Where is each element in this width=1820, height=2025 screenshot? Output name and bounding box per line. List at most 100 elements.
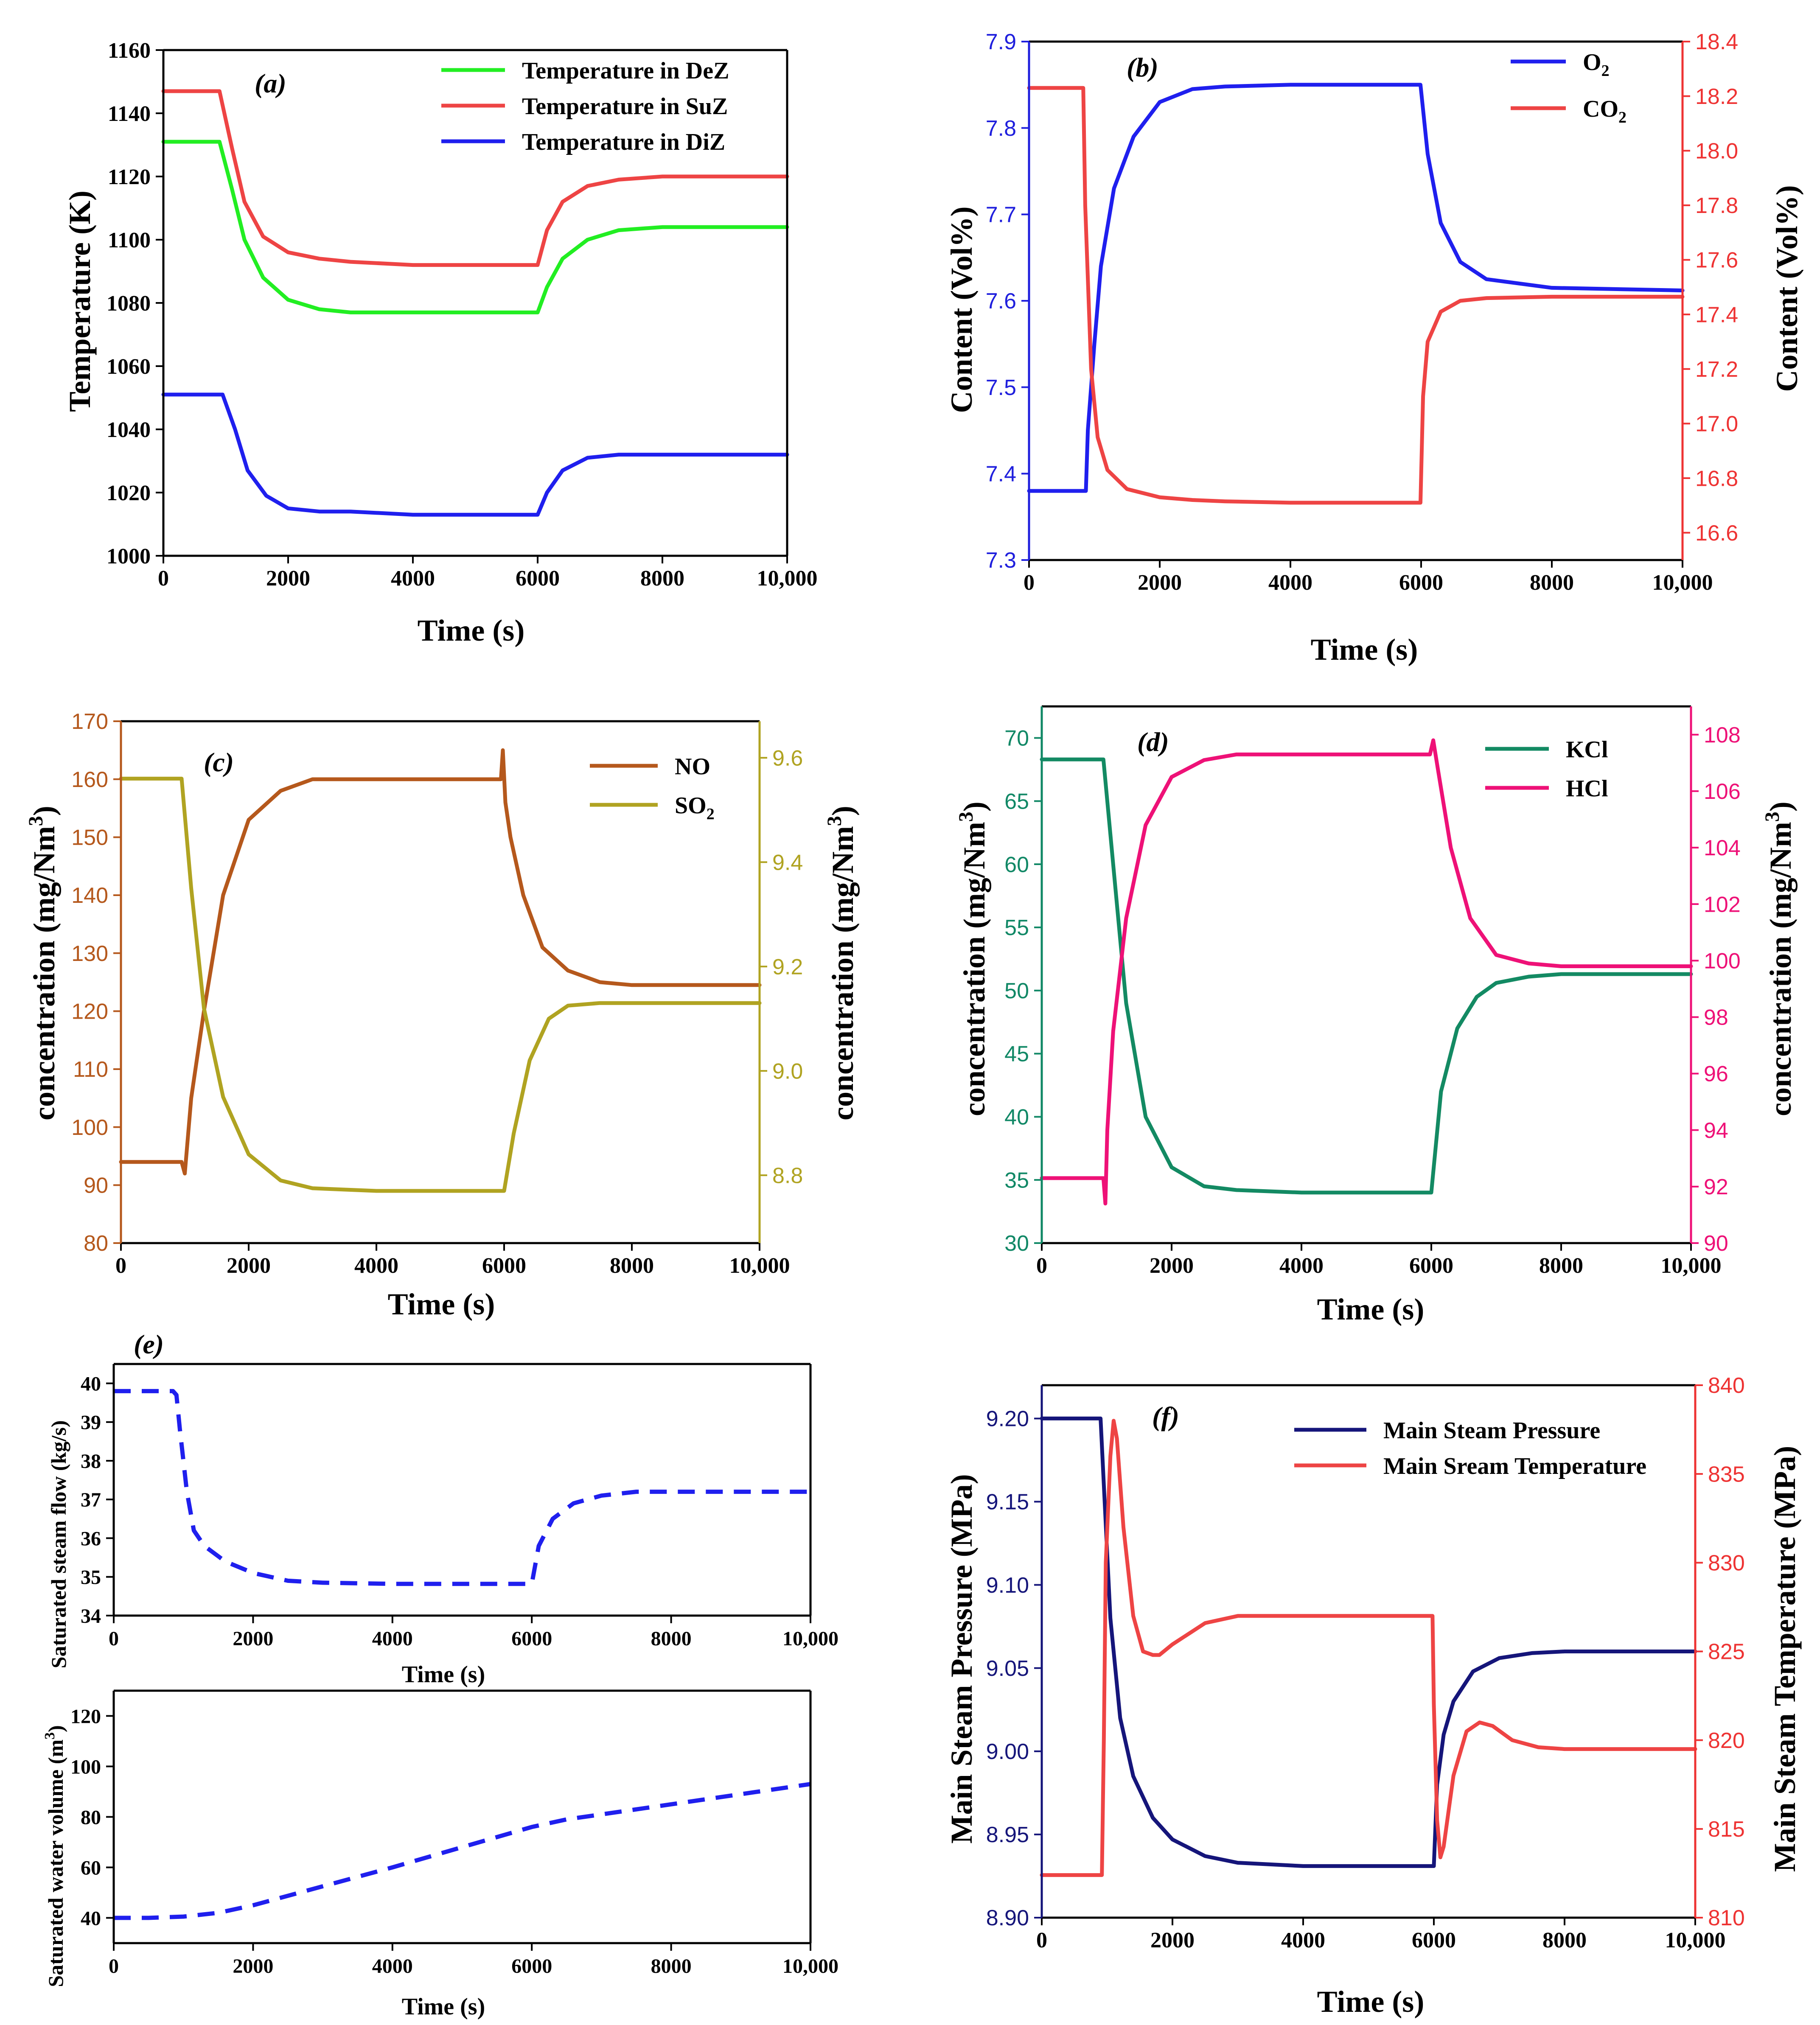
panel-f-main-steam-chart: 0 2000 4000 6000 8000 10,000 8.90 8.95 9.00 9.05 9… [945, 1373, 1802, 2019]
panel-d-y-tick-label: 45 [1004, 1042, 1029, 1067]
panel-d-y-title-sup: 3 [955, 812, 977, 822]
panel-d-y2-tick-label: 96 [1704, 1062, 1728, 1087]
panel-b-legend-text-0: O [1583, 49, 1601, 76]
panel-f-y2-tick-label: 815 [1708, 1817, 1745, 1842]
panel-a-series [161, 89, 789, 517]
panel-c-series-line-1 [119, 776, 762, 1193]
panel-b-x-tick-label: 4000 [1268, 571, 1312, 595]
panel-a-y-tick-label: 1020 [107, 481, 151, 505]
panel-f-y-tick-label: 9.00 [986, 1739, 1029, 1764]
panel-c-x-tick-label: 6000 [482, 1254, 526, 1278]
panel-e-bottom-y-title-end: ) [44, 1725, 67, 1732]
panel-b-y-axis-title-left: Content (Vol%) [945, 206, 979, 413]
panel-e1-x-tick-label: 10,000 [782, 1627, 838, 1650]
panel-d-y2-tick-label: 106 [1704, 779, 1741, 804]
panel-b-x-tick-label: 8000 [1530, 571, 1574, 595]
panel-d-y-tick-label: 35 [1004, 1168, 1029, 1193]
panel-a-y-tick-label: 1140 [108, 102, 151, 126]
panel-b-y-tick-label: 7.9 [986, 30, 1016, 54]
panel-d-y-tick-label: 30 [1004, 1231, 1029, 1256]
panel-c-x-tick-label: 2000 [227, 1254, 271, 1278]
panel-e2-y-tick-label: 100 [70, 1756, 101, 1778]
panel-b-y-axis-title-right: Content (Vol%) [1770, 185, 1804, 392]
panel-e1-y-tick-label: 40 [81, 1372, 101, 1395]
panel-b-label: (b) [1127, 52, 1158, 82]
panel-f-y2-tick-label: 830 [1708, 1551, 1745, 1576]
panel-f-x-tick-label: 6000 [1412, 1928, 1456, 1952]
panel-d-y-tick-label: 55 [1004, 916, 1029, 940]
panel-c-y-tick-label: 160 [71, 767, 108, 792]
panel-e1-y-tick-label: 34 [81, 1605, 101, 1627]
panel-a-x-tick-label: 0 [158, 566, 169, 591]
panel-d-y2-title-text: concentration (mg/Nm [1764, 822, 1798, 1116]
panel-e2-y-tick-label: 120 [70, 1705, 101, 1728]
panel-e-steam-flow-chart: 0 2000 4000 6000 8000 10,000 34 35 36 37 38 39 40 (e… [47, 1329, 838, 1688]
panel-f-series-line-0 [1040, 1416, 1697, 1868]
panel-c-y-tick-label: 120 [71, 1000, 108, 1024]
panel-c-legend-label-0: NO [675, 753, 710, 780]
panel-e1-y-tick-label: 39 [81, 1412, 101, 1434]
panel-a-legend-label-1: Temperature in SuZ [522, 93, 728, 120]
panel-d-label: (d) [1137, 727, 1169, 757]
panel-e2-x-tick-label: 6000 [511, 1955, 552, 1977]
panel-b-y-tick-label: 7.5 [986, 375, 1016, 400]
panel-e1-x-tick-label: 4000 [372, 1627, 413, 1650]
panel-b-legend-subscript-0: 2 [1601, 62, 1610, 80]
panel-b-x-tick-label: 0 [1024, 571, 1035, 595]
panel-a-y-axis-title: Temperature (K) [63, 190, 97, 412]
panel-c-axes: 0 2000 4000 6000 8000 10,000 80 90 100 110 120 130 1… [71, 709, 803, 1278]
panel-e-top-series [114, 1389, 810, 1586]
panel-d-legend-label-1: HCl [1566, 776, 1608, 802]
panel-d-y-tick-label: 50 [1004, 979, 1029, 1003]
panel-f-legend-label-0: Main Steam Pressure [1383, 1417, 1600, 1444]
panel-c-legend-label-1: SO2 [675, 793, 715, 823]
panel-c-legend: NO SO2 [590, 753, 715, 823]
panel-e1-series-line-0 [114, 1389, 810, 1586]
panel-a-axes: 0 2000 4000 6000 8000 10,000 1000 1020 1040 1060 1… [107, 39, 818, 591]
panel-e1-x-tick-label: 6000 [511, 1627, 552, 1650]
panel-e1-y-tick-label: 38 [81, 1450, 101, 1473]
panel-d-x-axis-title: Time (s) [1317, 1292, 1425, 1326]
panel-d-x-tick-label: 2000 [1150, 1254, 1194, 1278]
panel-e2-x-tick-label: 2000 [233, 1955, 273, 1977]
panel-e2-x-tick-label: 10,000 [782, 1955, 838, 1977]
panel-a-legend-label-0: Temperature in DeZ [522, 58, 729, 84]
panel-b-y2-tick-label: 17.0 [1695, 412, 1738, 437]
panel-e1-x-tick-label: 0 [109, 1627, 119, 1650]
panel-a-x-tick-label: 10,000 [757, 566, 818, 591]
panel-a-y-tick-label: 1080 [107, 291, 151, 316]
panel-e2-y-tick-label: 80 [81, 1806, 101, 1829]
panel-e1-x-tick-label: 2000 [233, 1627, 273, 1650]
panel-c-y-tick-label: 170 [71, 709, 108, 734]
panel-f-series-line-1 [1040, 1419, 1697, 1877]
panel-e2-x-tick-label: 0 [109, 1955, 119, 1977]
panel-f-y2-tick-label: 825 [1708, 1640, 1745, 1664]
panel-d-x-tick-label: 4000 [1279, 1254, 1324, 1278]
panel-d-y2-tick-label: 94 [1704, 1118, 1728, 1143]
panel-f-y-tick-label: 8.95 [986, 1823, 1029, 1847]
panel-d-y-tick-label: 40 [1004, 1105, 1029, 1130]
panel-b-legend-label-1: CO2 [1583, 96, 1627, 126]
panel-c-y-title-text: concentration (mg/Nm [27, 826, 61, 1120]
panel-d-y2-tick-label: 98 [1704, 1005, 1728, 1030]
panel-b-axes: 0 2000 4000 6000 8000 10,000 7.3 7.4 7.5 7.6 7.7 7.… [986, 30, 1739, 595]
panel-e2-x-tick-label: 4000 [372, 1955, 413, 1977]
panel-c-y-tick-label: 130 [71, 941, 108, 966]
panel-b-legend-subscript-1: 2 [1618, 109, 1627, 126]
panel-b-y2-tick-label: 17.2 [1695, 357, 1738, 382]
panel-d-legend: KCl HCl [1485, 737, 1608, 802]
panel-d-y-tick-label: 60 [1004, 852, 1029, 877]
panel-c-x-tick-label: 4000 [354, 1254, 398, 1278]
panel-d-y2-tick-label: 102 [1704, 892, 1741, 917]
panel-a-x-axis-title: Time (s) [418, 613, 525, 647]
panel-e-bottom-y-axis-title: Saturated water volume (m3) [42, 1725, 67, 1987]
panel-b-y-tick-label: 7.7 [986, 203, 1016, 227]
panel-e-bottom-y-title-sup: 3 [42, 1732, 58, 1739]
panel-c-y-tick-label: 140 [71, 883, 108, 908]
panel-a-y-tick-label: 1160 [108, 39, 151, 63]
panel-f-y-tick-label: 9.10 [986, 1573, 1029, 1598]
panel-b-y2-tick-label: 16.6 [1695, 521, 1738, 546]
panel-d-y2-tick-label: 92 [1704, 1175, 1728, 1199]
panel-f-x-tick-label: 4000 [1281, 1928, 1325, 1952]
panel-f-y2-tick-label: 840 [1708, 1373, 1745, 1398]
